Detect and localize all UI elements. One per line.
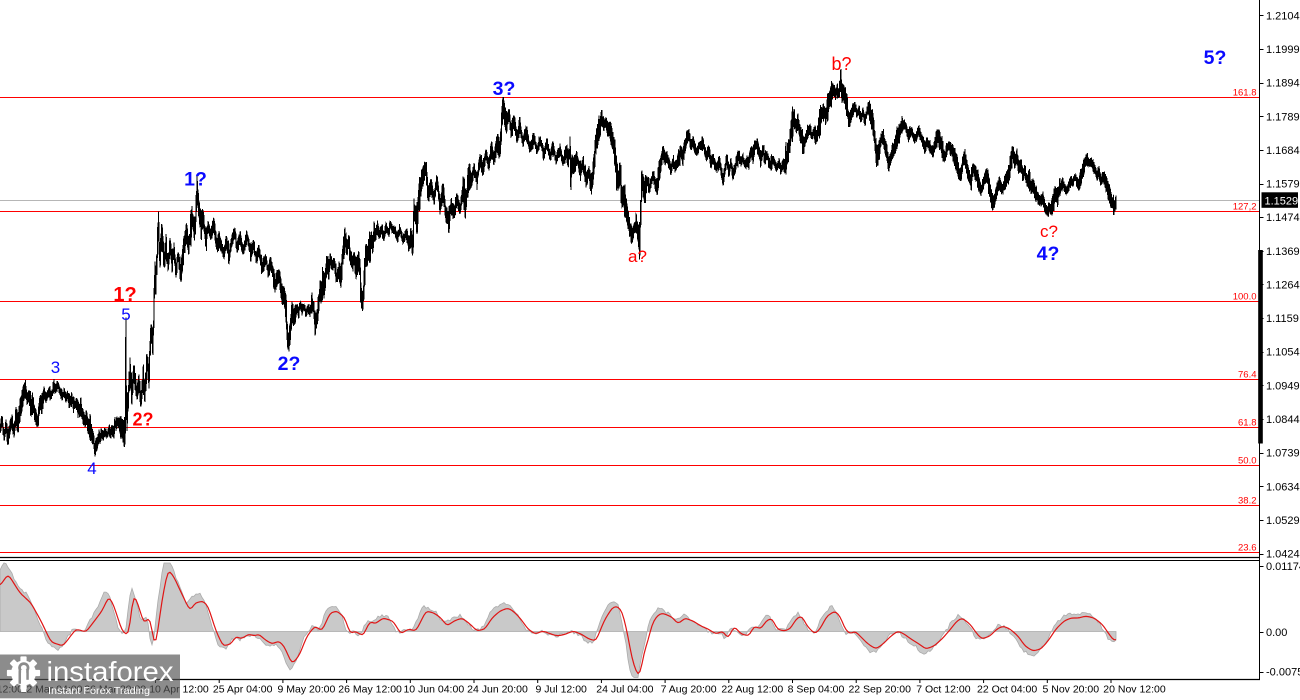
svg-text:1.1529: 1.1529: [1265, 195, 1299, 207]
svg-text:26 May 12:00: 26 May 12:00: [338, 684, 402, 696]
svg-text:1.1054: 1.1054: [1266, 347, 1300, 359]
svg-text:1.1474: 1.1474: [1266, 212, 1300, 224]
svg-text:0.01174: 0.01174: [1266, 561, 1300, 573]
svg-text:1?: 1?: [113, 284, 136, 306]
svg-text:22 Aug 12:00: 22 Aug 12:00: [721, 684, 783, 696]
svg-text:1?: 1?: [184, 169, 207, 191]
svg-text:1.0844: 1.0844: [1266, 414, 1300, 426]
svg-text:1.0634: 1.0634: [1266, 481, 1300, 493]
svg-text:1.1894: 1.1894: [1266, 78, 1300, 90]
svg-text:1.1369: 1.1369: [1266, 246, 1300, 258]
svg-text:4: 4: [87, 459, 96, 478]
svg-text:7 Oct 12:00: 7 Oct 12:00: [916, 684, 970, 696]
svg-text:9 May 20:00: 9 May 20:00: [278, 684, 336, 696]
svg-text:24 Jun 20:00: 24 Jun 20:00: [467, 684, 528, 696]
svg-text:1.1264: 1.1264: [1266, 280, 1300, 292]
svg-text:1.1159: 1.1159: [1266, 313, 1299, 325]
svg-text:1.0739: 1.0739: [1266, 448, 1300, 460]
svg-text:1.0529: 1.0529: [1266, 515, 1300, 527]
svg-text:161.8: 161.8: [1233, 88, 1257, 99]
svg-text:20 Nov 12:00: 20 Nov 12:00: [1103, 684, 1166, 696]
svg-text:61.8: 61.8: [1238, 418, 1257, 429]
svg-text:c?: c?: [1040, 222, 1058, 241]
svg-text:22 Sep 20:00: 22 Sep 20:00: [848, 684, 911, 696]
svg-text:127,2: 127,2: [1233, 202, 1257, 213]
svg-text:76.4: 76.4: [1238, 370, 1257, 381]
svg-text:2?: 2?: [278, 353, 301, 375]
svg-text:b?: b?: [831, 54, 851, 74]
svg-text:instaforex: instaforex: [47, 656, 174, 687]
svg-text:7 Aug 20:00: 7 Aug 20:00: [661, 684, 717, 696]
svg-text:100.0: 100.0: [1233, 292, 1257, 303]
svg-text:1.2104: 1.2104: [1266, 10, 1300, 22]
svg-text:-0.00759: -0.00759: [1266, 667, 1300, 679]
svg-text:9 Jul 12:00: 9 Jul 12:00: [536, 684, 588, 696]
svg-text:3?: 3?: [493, 78, 516, 100]
svg-text:25 Apr 04:00: 25 Apr 04:00: [213, 684, 273, 696]
svg-text:4?: 4?: [1037, 243, 1060, 265]
svg-text:5?: 5?: [1204, 47, 1227, 69]
svg-text:38.2: 38.2: [1238, 496, 1257, 507]
svg-text:1.1789: 1.1789: [1266, 111, 1300, 123]
svg-text:10 Jun 04:00: 10 Jun 04:00: [403, 684, 464, 696]
svg-text:Instant Forex Trading: Instant Forex Trading: [48, 685, 150, 697]
svg-text:a?: a?: [628, 247, 647, 266]
svg-text:8 Sep 04:00: 8 Sep 04:00: [788, 684, 845, 696]
svg-text:5 Nov 20:00: 5 Nov 20:00: [1042, 684, 1099, 696]
svg-text:1.0949: 1.0949: [1266, 380, 1300, 392]
svg-text:1.1684: 1.1684: [1266, 145, 1300, 157]
svg-text:5: 5: [121, 305, 130, 324]
svg-text:3: 3: [51, 358, 60, 377]
svg-text:1.1999: 1.1999: [1266, 44, 1300, 56]
svg-text:2?: 2?: [132, 410, 153, 430]
svg-text:1.0424: 1.0424: [1266, 549, 1300, 561]
svg-text:50.0: 50.0: [1238, 456, 1257, 467]
svg-text:24 Jul 04:00: 24 Jul 04:00: [596, 684, 653, 696]
svg-text:22 Oct 04:00: 22 Oct 04:00: [977, 684, 1037, 696]
svg-text:0.00: 0.00: [1266, 627, 1287, 639]
svg-text:1.1579: 1.1579: [1266, 179, 1300, 191]
svg-text:23.6: 23.6: [1238, 543, 1257, 554]
